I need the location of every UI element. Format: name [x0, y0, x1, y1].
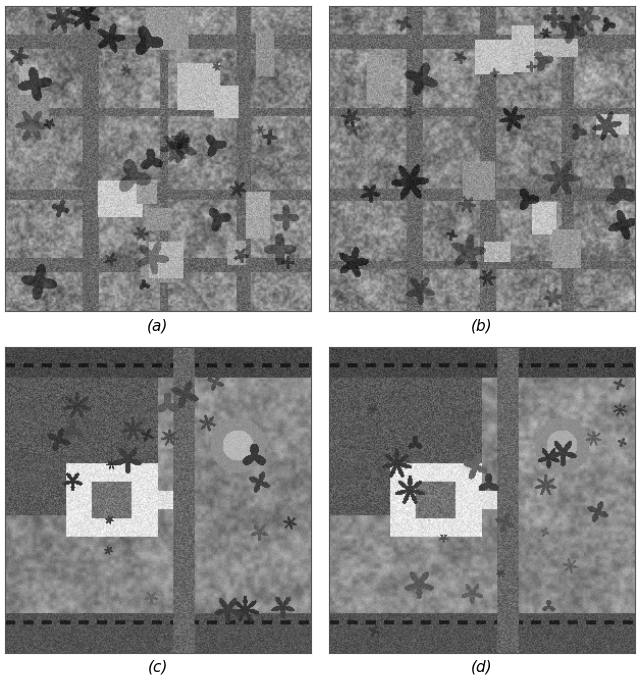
- X-axis label: (c): (c): [148, 660, 168, 675]
- X-axis label: (a): (a): [147, 318, 169, 333]
- X-axis label: (b): (b): [471, 318, 493, 333]
- X-axis label: (d): (d): [471, 660, 493, 675]
